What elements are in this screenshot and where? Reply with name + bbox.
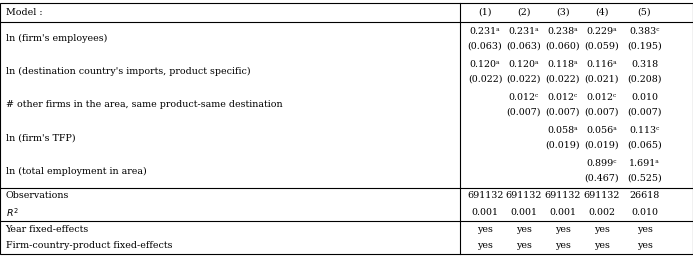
Text: Observations: Observations [6, 191, 69, 200]
Text: yes: yes [516, 241, 532, 250]
Text: # other firms in the area, same product-same destination: # other firms in the area, same product-… [6, 100, 282, 109]
Text: 691132: 691132 [467, 191, 503, 200]
Text: (0.007): (0.007) [545, 108, 580, 117]
Text: ln (destination country's imports, product specific): ln (destination country's imports, produ… [6, 67, 250, 76]
Text: 0.231ᵃ: 0.231ᵃ [509, 27, 539, 36]
Text: (0.021): (0.021) [584, 75, 619, 84]
Text: 0.229ᵃ: 0.229ᵃ [586, 27, 617, 36]
Text: 0.383ᶜ: 0.383ᶜ [629, 27, 660, 36]
Text: yes: yes [555, 241, 570, 250]
Text: 0.120ᵃ: 0.120ᵃ [509, 60, 539, 69]
Text: 1.691ᵃ: 1.691ᵃ [629, 159, 660, 168]
Text: (0.007): (0.007) [584, 108, 619, 117]
Text: 0.118ᵃ: 0.118ᵃ [547, 60, 578, 69]
Text: 0.012ᶜ: 0.012ᶜ [586, 93, 617, 102]
Text: 0.113ᶜ: 0.113ᶜ [629, 126, 660, 135]
Text: 0.116ᵃ: 0.116ᵃ [586, 60, 617, 69]
Text: 0.012ᶜ: 0.012ᶜ [547, 93, 578, 102]
Text: (0.019): (0.019) [545, 141, 580, 150]
Text: ln (firm's employees): ln (firm's employees) [6, 34, 107, 43]
Text: (0.063): (0.063) [468, 41, 502, 50]
Text: $R^2$: $R^2$ [6, 206, 18, 219]
Text: yes: yes [594, 241, 609, 250]
Text: 0.010: 0.010 [631, 208, 658, 217]
Text: (0.208): (0.208) [627, 75, 662, 84]
Text: 0.899ᶜ: 0.899ᶜ [586, 159, 617, 168]
Text: Firm-country-product fixed-effects: Firm-country-product fixed-effects [6, 241, 172, 250]
Text: 0.010: 0.010 [631, 93, 658, 102]
Text: ln (firm's TFP): ln (firm's TFP) [6, 133, 75, 142]
Text: 0.120ᵃ: 0.120ᵃ [470, 60, 500, 69]
Text: 691132: 691132 [506, 191, 542, 200]
Text: (0.022): (0.022) [507, 75, 541, 84]
Text: (5): (5) [638, 8, 651, 17]
Text: yes: yes [637, 225, 652, 234]
Text: (0.019): (0.019) [584, 141, 619, 150]
Text: (0.022): (0.022) [468, 75, 502, 84]
Text: 0.056ᵃ: 0.056ᵃ [586, 126, 617, 135]
Text: (0.467): (0.467) [584, 174, 619, 183]
Text: (3): (3) [556, 8, 570, 17]
Text: 0.001: 0.001 [472, 208, 498, 217]
Text: (0.022): (0.022) [545, 75, 580, 84]
Text: 691132: 691132 [584, 191, 620, 200]
Text: 0.231ᵃ: 0.231ᵃ [470, 27, 500, 36]
Text: 0.001: 0.001 [511, 208, 537, 217]
Text: 0.318: 0.318 [631, 60, 658, 69]
Text: yes: yes [477, 241, 493, 250]
Text: ln (total employment in area): ln (total employment in area) [6, 167, 146, 176]
Text: (1): (1) [478, 8, 492, 17]
Text: yes: yes [637, 241, 652, 250]
Text: (0.195): (0.195) [627, 41, 662, 50]
Text: (0.063): (0.063) [507, 41, 541, 50]
Text: (0.065): (0.065) [627, 141, 662, 150]
Text: 0.012ᶜ: 0.012ᶜ [509, 93, 539, 102]
Text: (0.525): (0.525) [627, 174, 662, 183]
Text: (0.007): (0.007) [507, 108, 541, 117]
Text: yes: yes [477, 225, 493, 234]
Text: (0.059): (0.059) [584, 41, 619, 50]
Text: (4): (4) [595, 8, 608, 17]
Text: 26618: 26618 [629, 191, 660, 200]
Text: yes: yes [594, 225, 609, 234]
Text: 0.001: 0.001 [550, 208, 576, 217]
Text: (2): (2) [517, 8, 531, 17]
Text: yes: yes [516, 225, 532, 234]
Text: 0.238ᵃ: 0.238ᵃ [547, 27, 578, 36]
Text: Model :: Model : [6, 8, 42, 17]
Text: yes: yes [555, 225, 570, 234]
Text: 0.002: 0.002 [588, 208, 615, 217]
Text: 0.058ᵃ: 0.058ᵃ [547, 126, 578, 135]
Text: 691132: 691132 [545, 191, 581, 200]
Text: (0.060): (0.060) [545, 41, 580, 50]
Text: (0.007): (0.007) [627, 108, 662, 117]
Text: Year fixed-effects: Year fixed-effects [6, 225, 89, 234]
